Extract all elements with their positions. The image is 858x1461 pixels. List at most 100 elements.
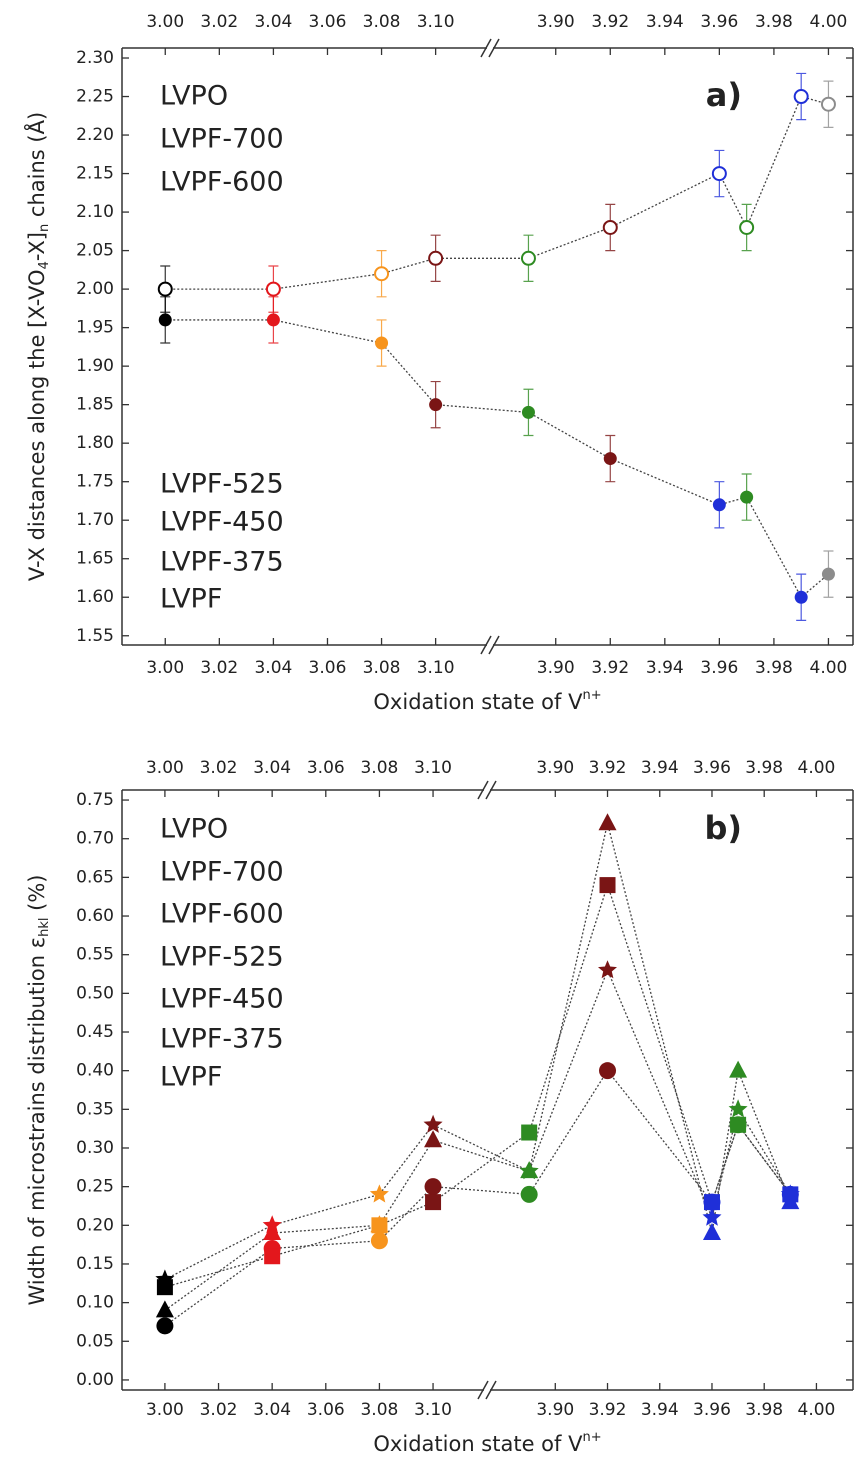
marker-square (703, 1194, 720, 1211)
x-tick-label-top: 3.08 (360, 758, 398, 778)
marker (712, 498, 726, 512)
marker-triangle (424, 1130, 443, 1148)
x-tick-label: 3.94 (641, 1400, 679, 1420)
marker-star (262, 1215, 282, 1234)
y-tick-label: 2.25 (76, 87, 114, 107)
y-axis-label-part: 4 (37, 261, 52, 269)
y-tick-label: 1.75 (76, 472, 114, 492)
x-axis-label-part: n+ (582, 688, 601, 703)
axis-break (480, 38, 492, 58)
marker (375, 336, 389, 350)
marker-star (369, 1184, 389, 1203)
y-tick-label: 2.00 (76, 279, 114, 299)
marker-star (702, 1207, 722, 1226)
legend-entry: LVPF-600 (160, 899, 284, 930)
x-tick-label-top: 3.98 (745, 758, 783, 778)
marker-open (265, 281, 281, 297)
y-tick-label: 1.95 (76, 318, 114, 338)
legend-entry: LVPF-700 (160, 124, 284, 155)
marker-open (520, 250, 536, 266)
y-tick-label: 2.20 (76, 125, 114, 145)
x-tick-label: 4.00 (798, 1400, 836, 1420)
marker-triangle (702, 1223, 721, 1241)
x-tick-label-top: 3.00 (146, 12, 184, 32)
marker-square (264, 1248, 281, 1265)
marker-square (599, 877, 616, 894)
y-tick-label: 0.00 (76, 1370, 114, 1390)
marker-star (423, 1114, 443, 1133)
x-tick-label-top: 3.10 (414, 758, 452, 778)
y-tick-label: 0.60 (76, 906, 114, 926)
y-tick-label: 0.65 (76, 867, 114, 887)
marker (599, 1062, 617, 1080)
legend-entry: LVPF-600 (160, 167, 284, 198)
y-tick-label: 1.65 (76, 549, 114, 569)
y-tick-label: 0.05 (76, 1331, 114, 1351)
x-tick-label-top: 3.06 (309, 12, 347, 32)
x-tick-label: 3.02 (200, 658, 238, 678)
axis-break (477, 1380, 489, 1400)
legend-entry: LVPF-375 (160, 1024, 284, 1055)
y-tick-label: 0.40 (76, 1061, 114, 1081)
axis-break (480, 635, 492, 655)
x-axis-label-part: n+ (582, 1430, 601, 1445)
legend-entry: LVPO (160, 81, 228, 112)
x-tick-label-top: 3.04 (254, 12, 292, 32)
y-axis-label: V-X distances along the [X-VO4-X]n chain… (23, 112, 52, 581)
marker-open (820, 96, 836, 112)
marker-star (598, 960, 617, 979)
x-axis-label: Oxidation state of Vn+ (373, 688, 601, 715)
connectors (165, 95, 829, 599)
legend-entry: LVPF (160, 1062, 222, 1093)
y-axis-label: Width of microstrains distribution εhkl … (25, 874, 52, 1305)
x-tick-label: 3.94 (646, 658, 684, 678)
y-tick-label: 0.35 (76, 1099, 114, 1119)
x-axis-label-part: Oxidation state of V (373, 690, 583, 714)
axis-break (485, 780, 497, 800)
marker (156, 1317, 174, 1335)
x-tick-label-top: 3.94 (641, 758, 679, 778)
legend-entry: LVPF (160, 584, 222, 615)
x-tick-label: 3.90 (537, 658, 575, 678)
x-tick-label: 3.96 (693, 1400, 731, 1420)
x-axis-label-part: Oxidation state of V (373, 1432, 583, 1456)
marker (429, 398, 443, 412)
x-tick-label-top: 3.98 (755, 12, 793, 32)
marker (424, 1178, 442, 1196)
legend-entry: LVPF-700 (160, 857, 284, 888)
x-tick-label-top: 3.02 (200, 12, 238, 32)
y-tick-label: 0.45 (76, 1022, 114, 1042)
x-tick-label: 3.98 (745, 1400, 783, 1420)
x-tick-label: 4.00 (810, 658, 848, 678)
marker (266, 313, 280, 327)
marker-open (602, 219, 618, 235)
marker (821, 567, 835, 581)
marker-triangle (729, 1060, 748, 1078)
y-tick-label: 1.85 (76, 395, 114, 415)
x-axis-label: Oxidation state of Vn+ (373, 1430, 601, 1457)
y-axis-label-part: (%) (25, 874, 49, 917)
x-tick-label: 3.00 (146, 1400, 184, 1420)
x-tick-label-top: 3.08 (363, 12, 401, 32)
x-tick-label: 3.98 (755, 658, 793, 678)
marker (158, 313, 172, 327)
marker-star (780, 1184, 800, 1203)
connector-line (164, 1069, 791, 1327)
x-tick-label: 3.08 (360, 1400, 398, 1420)
y-axis-label-part: hkl (37, 918, 52, 937)
y-axis-label-part: chains (Å) (23, 112, 49, 224)
x-tick-label: 3.06 (307, 1400, 345, 1420)
y-tick-label: 2.05 (76, 241, 114, 261)
legend-entry: LVPF-525 (160, 942, 284, 973)
x-tick-label-top: 3.06 (307, 758, 345, 778)
y-tick-label: 0.55 (76, 945, 114, 965)
marker (603, 452, 617, 466)
marker-open (157, 281, 173, 297)
y-tick-label: 0.10 (76, 1293, 114, 1313)
x-tick-label-top: 3.96 (700, 12, 738, 32)
y-axis-label-part: V-X distances along the [X-VO (25, 269, 49, 581)
marker-square (521, 1124, 538, 1141)
x-tick-label: 3.10 (417, 658, 455, 678)
marker-star (728, 1099, 748, 1118)
marker-open (428, 250, 444, 266)
